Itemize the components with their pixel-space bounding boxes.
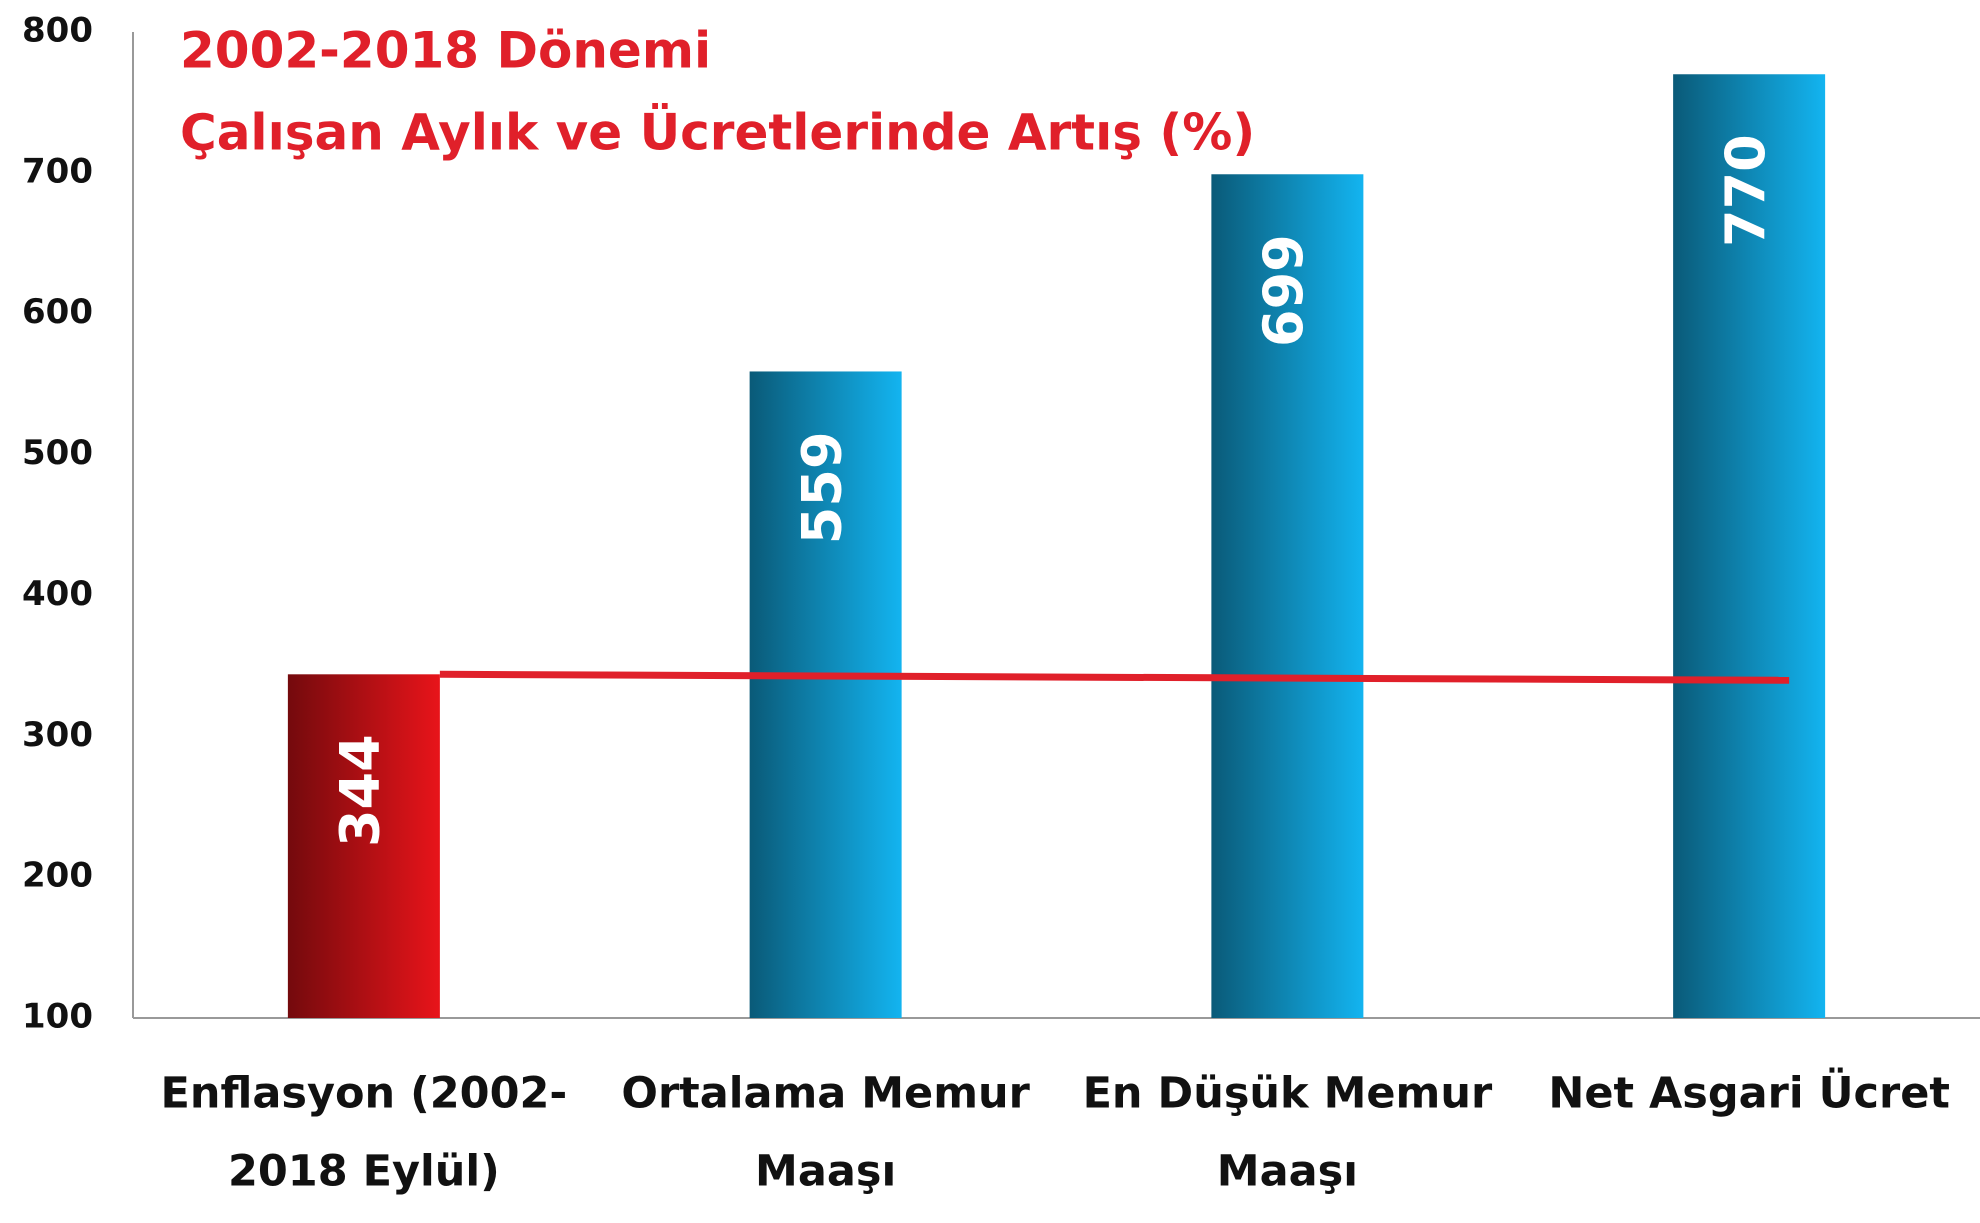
y-tick-label: 600 (22, 292, 93, 332)
x-tick-label: Enflasyon (2002- (160, 1069, 567, 1119)
x-tick-label: 2018 Eylül) (228, 1147, 500, 1197)
y-tick-label: 400 (22, 574, 93, 614)
value-label: 770 (1714, 134, 1777, 247)
bar (287, 674, 440, 1018)
chart-subtitle: Çalışan Aylık ve Ücretlerinde Artış (%) (180, 103, 1255, 162)
y-tick-label: 700 (22, 151, 93, 191)
y-tick-label: 500 (22, 433, 93, 473)
y-tick-label: 200 (22, 856, 93, 896)
x-tick-label: En Düşük Memur (1083, 1069, 1493, 1119)
y-tick-label: 300 (22, 715, 93, 755)
value-label: 559 (790, 431, 853, 544)
x-tick-label: Ortalama Memur (621, 1069, 1030, 1119)
reference-line (439, 670, 1790, 684)
x-tick-label: Maaşı (1217, 1147, 1358, 1197)
x-tick-label: Net Asgari Ücret (1548, 1068, 1950, 1119)
y-tick-label: 100 (22, 997, 93, 1037)
y-tick-label: 800 (22, 11, 93, 51)
bar (749, 371, 902, 1019)
bar (1211, 174, 1364, 1018)
value-label: 344 (329, 734, 392, 847)
chart-title: 2002-2018 Dönemi (180, 22, 711, 80)
value-label: 699 (1252, 234, 1315, 347)
bar (1673, 74, 1826, 1018)
x-tick-label: Maaşı (755, 1147, 896, 1197)
